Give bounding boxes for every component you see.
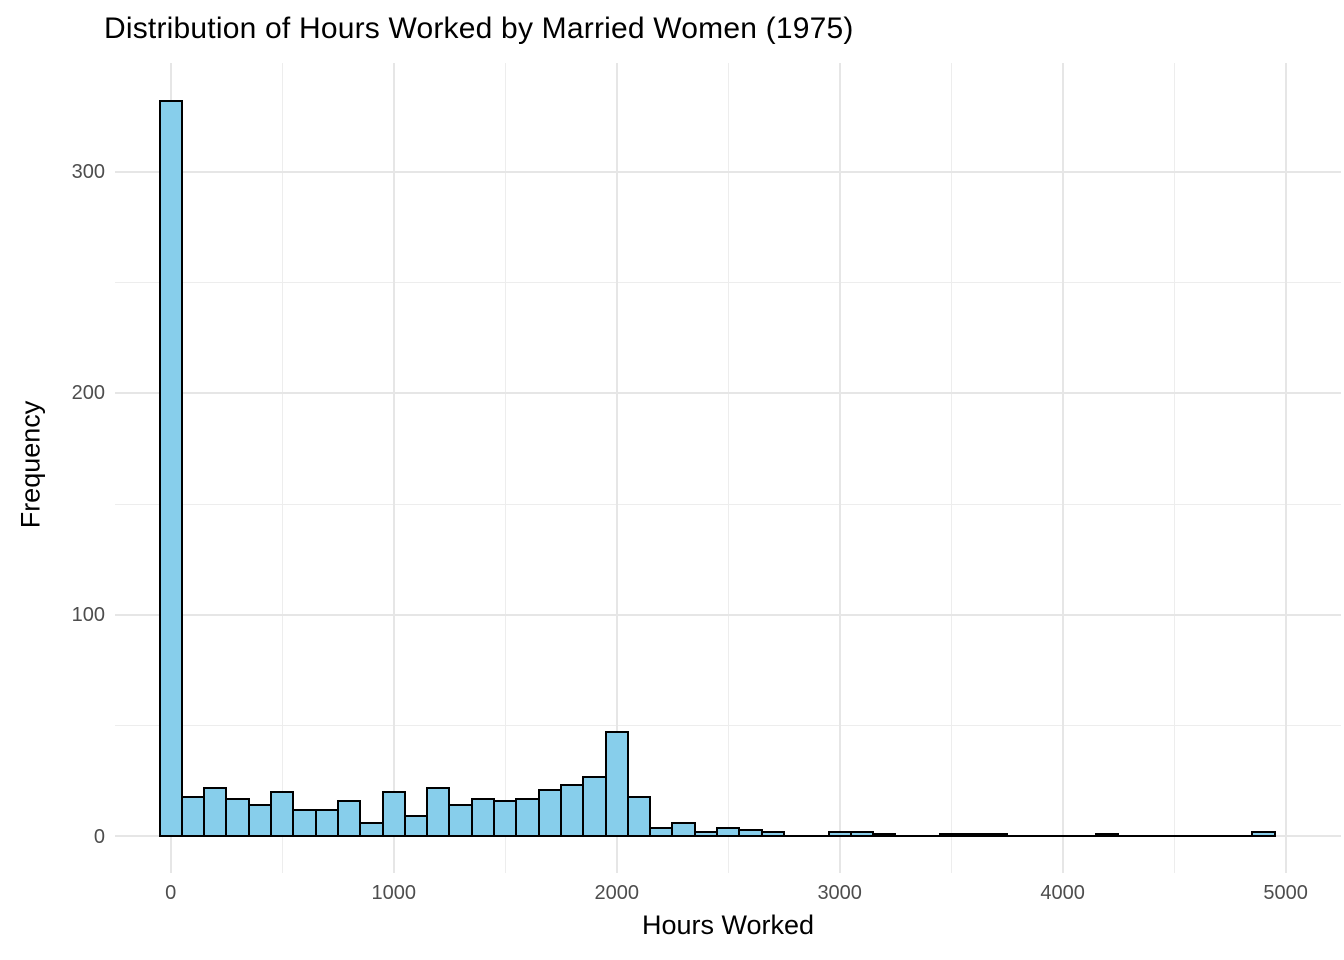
histogram-bar-zero bbox=[894, 835, 919, 838]
gridline-x-minor bbox=[504, 63, 506, 874]
gridline-x-major bbox=[1284, 63, 1287, 874]
x-tick-label: 0 bbox=[165, 882, 177, 904]
gridline-x-minor bbox=[727, 63, 729, 874]
histogram-bar bbox=[983, 833, 1008, 838]
histogram-bar bbox=[247, 804, 273, 838]
histogram-bar-zero bbox=[782, 835, 808, 838]
histogram-bar bbox=[760, 830, 785, 838]
histogram-bar-zero bbox=[1050, 835, 1075, 838]
gridline-x-major bbox=[392, 63, 395, 874]
chart-title: Distribution of Hours Worked by Married … bbox=[104, 12, 854, 45]
histogram-bar bbox=[872, 833, 897, 838]
gridline-x-major bbox=[838, 63, 841, 874]
y-tick-label: 100 bbox=[71, 604, 105, 627]
plot-panel bbox=[115, 63, 1342, 874]
histogram-bar-zero bbox=[1184, 835, 1209, 838]
x-tick-label: 3000 bbox=[817, 882, 862, 904]
histogram-bar bbox=[403, 815, 429, 838]
histogram-bar-zero bbox=[1228, 835, 1254, 838]
histogram-bar-zero bbox=[1117, 835, 1142, 838]
histogram-bar bbox=[738, 828, 763, 838]
histogram-bar bbox=[515, 797, 540, 838]
histogram-bar bbox=[225, 797, 250, 838]
histogram-bar bbox=[849, 830, 875, 838]
histogram-bar bbox=[671, 822, 696, 838]
histogram-bar bbox=[381, 791, 406, 838]
gridline-y-major bbox=[115, 392, 1342, 395]
gridline-x-major bbox=[615, 63, 618, 874]
histogram-bar bbox=[961, 833, 986, 838]
gridline-x-minor bbox=[1173, 63, 1175, 874]
histogram-bar-zero bbox=[1028, 835, 1053, 838]
histogram-bar bbox=[203, 786, 228, 838]
histogram-bar bbox=[649, 826, 674, 838]
histogram-bar bbox=[939, 833, 964, 838]
histogram-bar bbox=[426, 786, 451, 838]
histogram-bar-zero bbox=[805, 835, 830, 838]
histogram-bar bbox=[359, 822, 384, 838]
histogram-bar-zero bbox=[1005, 835, 1031, 838]
histogram-bar bbox=[1251, 830, 1276, 838]
y-tick-label: 300 bbox=[71, 160, 105, 183]
x-axis-title: Hours Worked bbox=[641, 910, 815, 940]
histogram-bar bbox=[158, 99, 183, 838]
histogram-bar-zero bbox=[1072, 835, 1098, 838]
histogram-bar bbox=[448, 804, 473, 838]
histogram-bar bbox=[604, 731, 629, 838]
histogram-bar-zero bbox=[916, 835, 942, 838]
histogram-bar bbox=[270, 791, 295, 838]
gridline-x-minor bbox=[281, 63, 283, 874]
histogram-bar bbox=[693, 830, 719, 838]
gridline-x-minor bbox=[950, 63, 952, 874]
gridline-x-major bbox=[1061, 63, 1064, 874]
histogram-bar bbox=[559, 784, 585, 838]
histogram-bar bbox=[716, 826, 741, 838]
histogram-bar bbox=[1095, 833, 1120, 838]
histogram-bar bbox=[537, 788, 562, 838]
histogram-bar bbox=[292, 808, 317, 838]
gridline-y-major bbox=[115, 170, 1342, 173]
x-tick-label: 1000 bbox=[371, 882, 416, 904]
gridline-y-major bbox=[115, 613, 1342, 616]
x-tick-label: 5000 bbox=[1263, 882, 1308, 904]
histogram-bar bbox=[626, 795, 652, 838]
histogram-bar-zero bbox=[1206, 835, 1231, 838]
histogram-bar bbox=[493, 799, 518, 838]
histogram-bar bbox=[336, 799, 362, 838]
x-tick-label: 2000 bbox=[594, 882, 639, 904]
histogram-bar bbox=[582, 775, 607, 838]
x-tick-label: 4000 bbox=[1040, 882, 1085, 904]
histogram-bar bbox=[470, 797, 496, 838]
histogram-bar bbox=[827, 830, 852, 838]
histogram-bar bbox=[180, 795, 206, 838]
histogram-bar-zero bbox=[1162, 835, 1187, 838]
y-tick-label: 0 bbox=[93, 825, 105, 848]
y-axis-title: Frequency bbox=[15, 400, 46, 529]
histogram-bar bbox=[314, 808, 339, 838]
histogram-bar-zero bbox=[1139, 835, 1164, 838]
